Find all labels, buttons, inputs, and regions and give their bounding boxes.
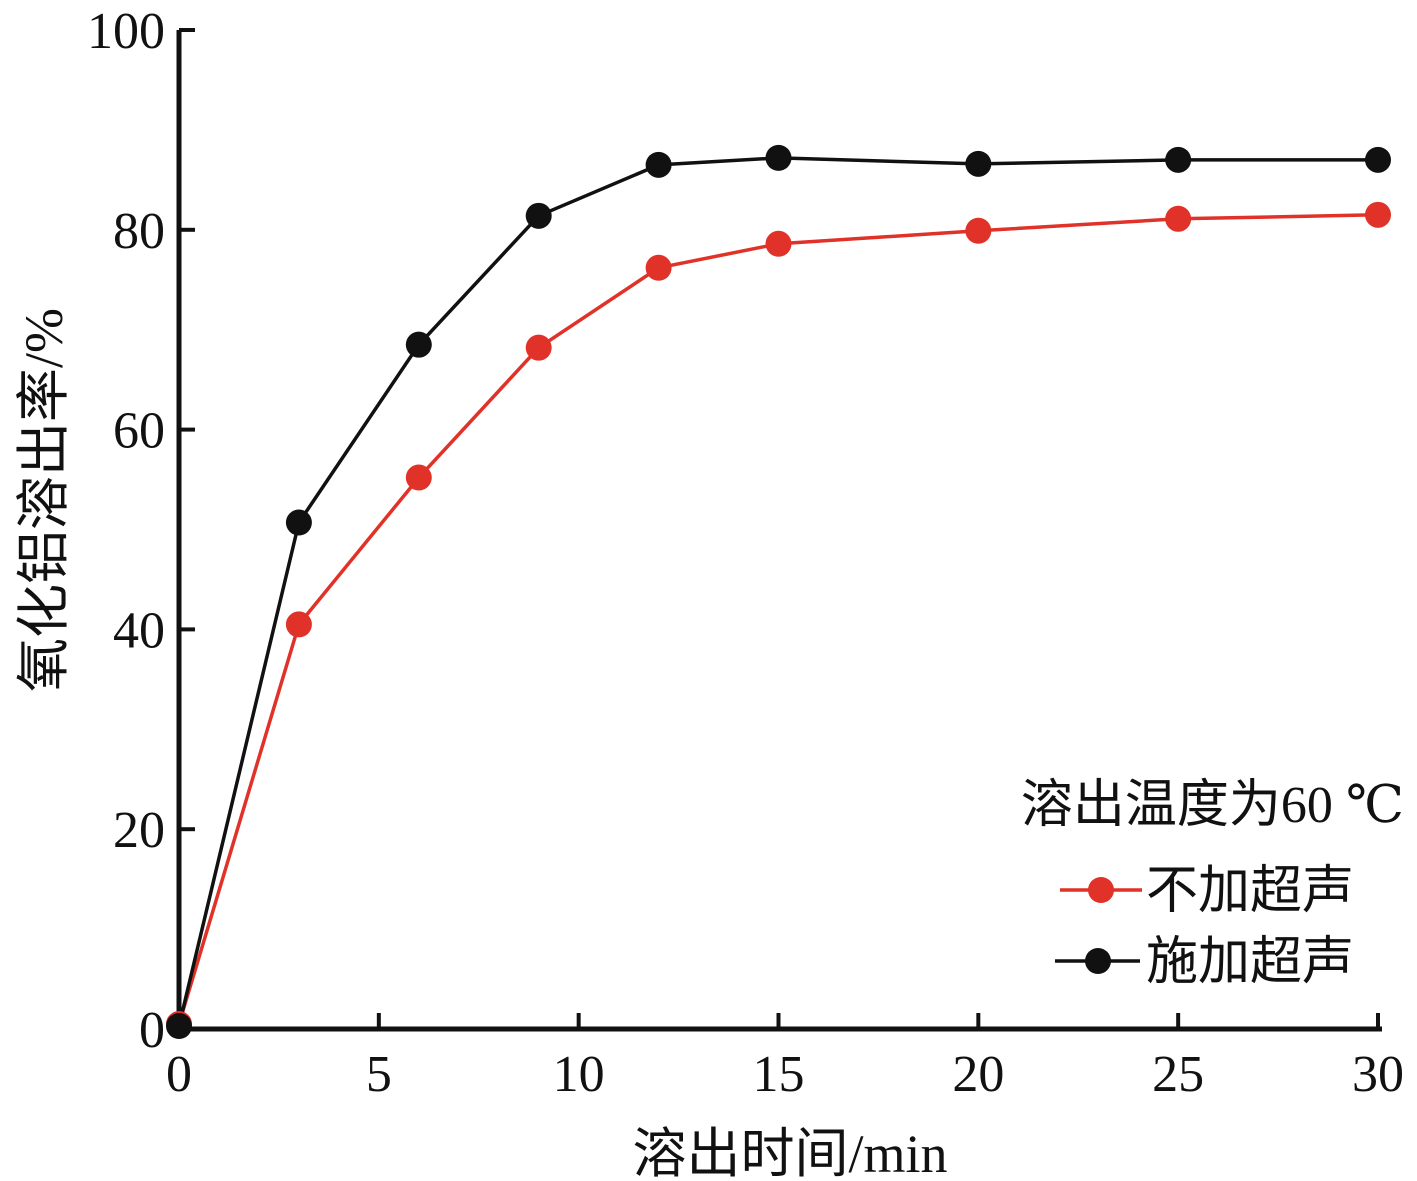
y-tick-label: 0: [139, 1002, 165, 1059]
legend: 溶出温度为60 ℃ 不加超声 施加超声: [1021, 777, 1404, 991]
series-1-point: [166, 1013, 192, 1040]
y-tick-label: 60: [113, 403, 165, 460]
legend-item-0: 不加超声: [1060, 863, 1354, 920]
y-tick-label: 80: [113, 203, 165, 260]
series-0-point: [525, 334, 552, 361]
y-tick-label: 20: [113, 802, 165, 859]
x-tick-label: 25: [1152, 1046, 1204, 1103]
series-1-point: [645, 151, 672, 178]
temperature-annotation: 溶出温度为60 ℃: [1021, 777, 1404, 834]
legend-label-0: 不加超声: [1146, 863, 1354, 920]
legend-label-1: 施加超声: [1146, 934, 1354, 991]
legend-marker-0: [1088, 877, 1114, 903]
series-1-point: [965, 150, 992, 177]
y-tick-label: 40: [113, 602, 165, 659]
series-0-point: [405, 464, 432, 491]
series-1-point: [1165, 146, 1192, 173]
y-axis-title: 氧化铝溶出率/%: [14, 308, 74, 692]
x-tick-label: 5: [366, 1046, 392, 1103]
series-0-point: [965, 217, 992, 244]
series-0-point: [645, 254, 672, 281]
series-1-point: [525, 202, 552, 229]
series-1-point: [1365, 146, 1391, 173]
series-1-point: [765, 144, 792, 171]
x-tick-label: 15: [753, 1046, 805, 1103]
x-tick-label: 20: [952, 1046, 1004, 1103]
legend-marker-1: [1085, 948, 1111, 974]
series-0-point: [285, 611, 312, 638]
series-0-point: [765, 230, 792, 257]
axis-ticks: 0 20 40 60 80 100 0 5 10 15 20 25 30: [87, 3, 1404, 1103]
series-points: [166, 144, 1391, 1040]
series-0-point: [1165, 205, 1192, 232]
legend-item-1: 施加超声: [1055, 934, 1354, 991]
series-1-point: [405, 331, 432, 358]
y-tick-label: 100: [87, 3, 165, 60]
series-1-point: [285, 509, 312, 536]
x-tick-label: 30: [1352, 1046, 1404, 1103]
x-axis-title: 溶出时间/min: [632, 1124, 947, 1181]
series-0-point: [1365, 201, 1391, 228]
x-tick-label: 10: [553, 1046, 605, 1103]
x-tick-label: 0: [166, 1046, 192, 1103]
plot-area: 0 20 40 60 80 100 0 5 10 15 20 25 30: [87, 3, 1404, 1103]
